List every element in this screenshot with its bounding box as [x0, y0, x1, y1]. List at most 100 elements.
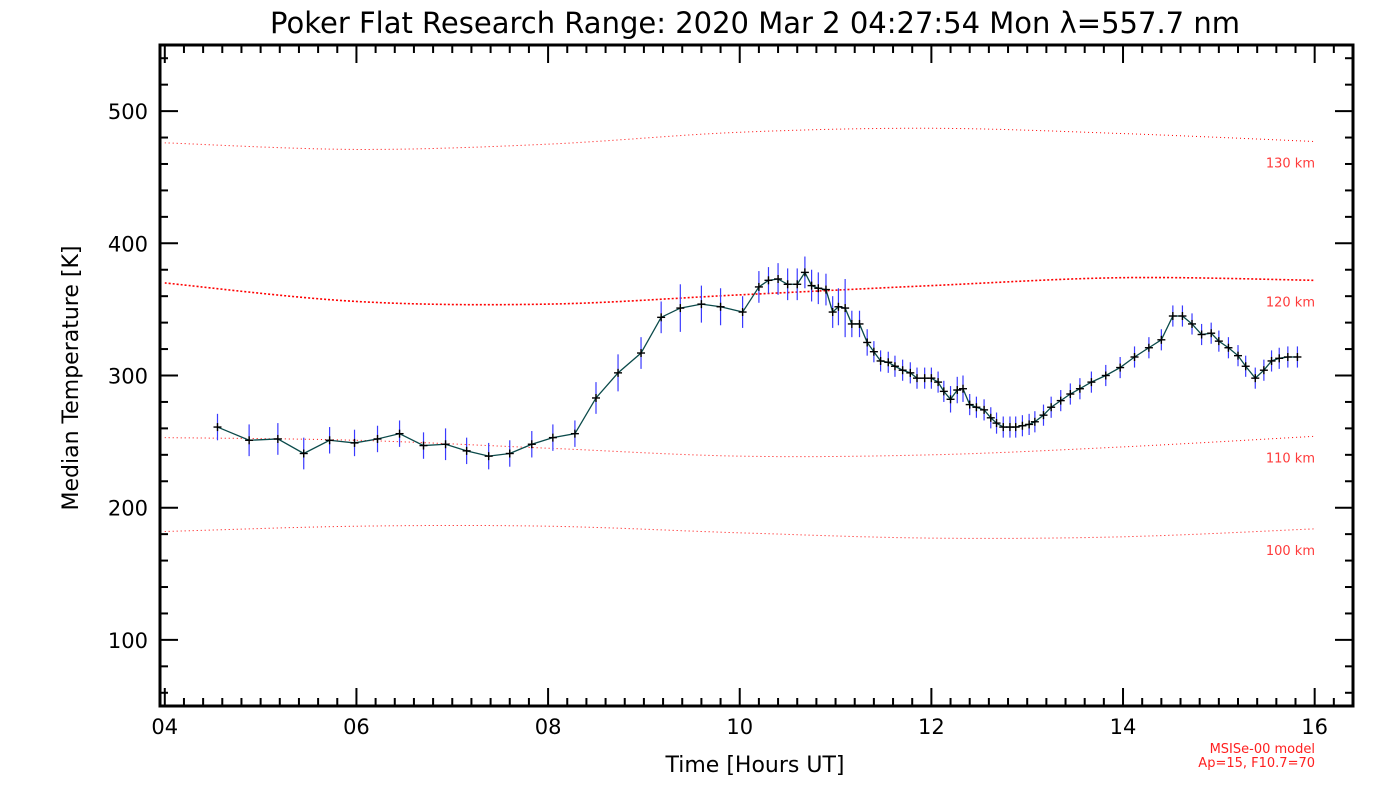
data-point	[814, 284, 823, 293]
data-point	[1224, 343, 1233, 352]
data-point	[1101, 371, 1110, 380]
y-axis-label: Median Temperature [K]	[59, 246, 84, 511]
axis-ticks: 04 06 08 10 12 14 16 100 200 300 400 500	[108, 45, 1353, 739]
data-point	[1234, 351, 1243, 360]
data-point	[821, 285, 830, 294]
y-tick-label: 200	[108, 497, 148, 521]
data-point	[906, 368, 915, 377]
model-line-120km	[164, 276, 1315, 306]
model-note-line-1: MSISe-00 model	[1210, 742, 1315, 757]
data-point	[676, 304, 685, 313]
data-point	[1178, 312, 1187, 321]
x-axis-label: Time [Hours UT]	[665, 753, 845, 778]
data-point	[1283, 352, 1292, 361]
data-point	[527, 440, 536, 449]
data-point	[350, 438, 359, 447]
model-line-label: 120 km	[1266, 295, 1315, 310]
data-point	[614, 368, 623, 377]
data-point	[1241, 362, 1250, 371]
x-tick-label: 14	[1110, 715, 1137, 739]
data-point	[325, 436, 334, 445]
data-point	[395, 429, 404, 438]
data-point	[890, 362, 899, 371]
data-point	[847, 319, 856, 328]
model-note-line-2: Ap=15, F10.7=70	[1198, 756, 1315, 771]
x-tick-label: 08	[535, 715, 562, 739]
y-tick-label: 100	[108, 629, 148, 653]
data-point	[855, 319, 864, 328]
data-point	[920, 374, 929, 383]
data-point	[273, 434, 282, 443]
data-point	[807, 281, 816, 290]
model-labels: 130 km 120 km 110 km 100 km	[1266, 157, 1315, 559]
series-group	[213, 256, 1302, 470]
data-point	[1075, 384, 1084, 393]
data-point	[657, 313, 666, 322]
data-point	[1011, 423, 1020, 432]
data-point	[1275, 354, 1284, 363]
data-point	[754, 282, 763, 291]
y-tick-label: 400	[108, 232, 148, 256]
data-point	[927, 374, 936, 383]
y-tick-label: 500	[108, 100, 148, 124]
data-point	[1267, 356, 1276, 365]
data-point	[884, 358, 893, 367]
x-tick-label: 16	[1301, 715, 1328, 739]
data-point	[869, 347, 878, 356]
model-line-label: 110 km	[1266, 451, 1315, 466]
data-point	[462, 446, 471, 455]
data-point	[1030, 417, 1039, 426]
data-point	[1039, 411, 1048, 420]
data-point	[1087, 378, 1096, 387]
data-point	[841, 304, 850, 313]
data-point	[1066, 390, 1075, 399]
model-line-110km	[164, 435, 1315, 458]
plot-frame	[158, 43, 1355, 708]
data-point	[1293, 352, 1302, 361]
data-point	[1130, 352, 1139, 361]
data-point	[1056, 396, 1065, 405]
data-point	[716, 302, 725, 311]
data-point	[1025, 420, 1034, 429]
data-point	[637, 349, 646, 358]
data-point	[1251, 374, 1260, 383]
data-point	[299, 449, 308, 458]
data-point	[953, 386, 962, 395]
model-line-100km	[164, 524, 1315, 539]
data-point	[898, 366, 907, 375]
model-line-130km	[164, 127, 1315, 150]
data-point	[800, 268, 809, 277]
data-point	[697, 300, 706, 309]
data-point	[1144, 343, 1153, 352]
chart-title: Poker Flat Research Range: 2020 Mar 2 04…	[270, 6, 1240, 40]
data-point	[1018, 421, 1027, 430]
data-point	[1197, 330, 1206, 339]
y-tick-label: 300	[108, 365, 148, 389]
data-point	[373, 434, 382, 443]
data-point	[992, 419, 1001, 428]
x-tick-label: 06	[343, 715, 370, 739]
data-point	[1188, 319, 1197, 328]
data-point	[828, 308, 837, 317]
data-point	[999, 423, 1008, 432]
data-point	[863, 338, 872, 347]
data-point	[1047, 403, 1056, 412]
data-point	[1259, 366, 1268, 375]
data-point	[774, 274, 783, 283]
x-tick-label: 04	[151, 715, 178, 739]
data-point	[958, 384, 967, 393]
model-lines	[164, 127, 1315, 539]
data-point	[934, 378, 943, 387]
x-tick-label: 12	[918, 715, 945, 739]
data-point	[1207, 329, 1216, 338]
data-point	[946, 395, 955, 404]
data-point	[1168, 312, 1177, 321]
data-point	[1214, 337, 1223, 346]
data-point	[484, 452, 493, 461]
data-point	[764, 276, 773, 285]
data-point	[913, 374, 922, 383]
data-point	[876, 356, 885, 365]
data-point	[986, 413, 995, 422]
data-point	[213, 423, 222, 432]
